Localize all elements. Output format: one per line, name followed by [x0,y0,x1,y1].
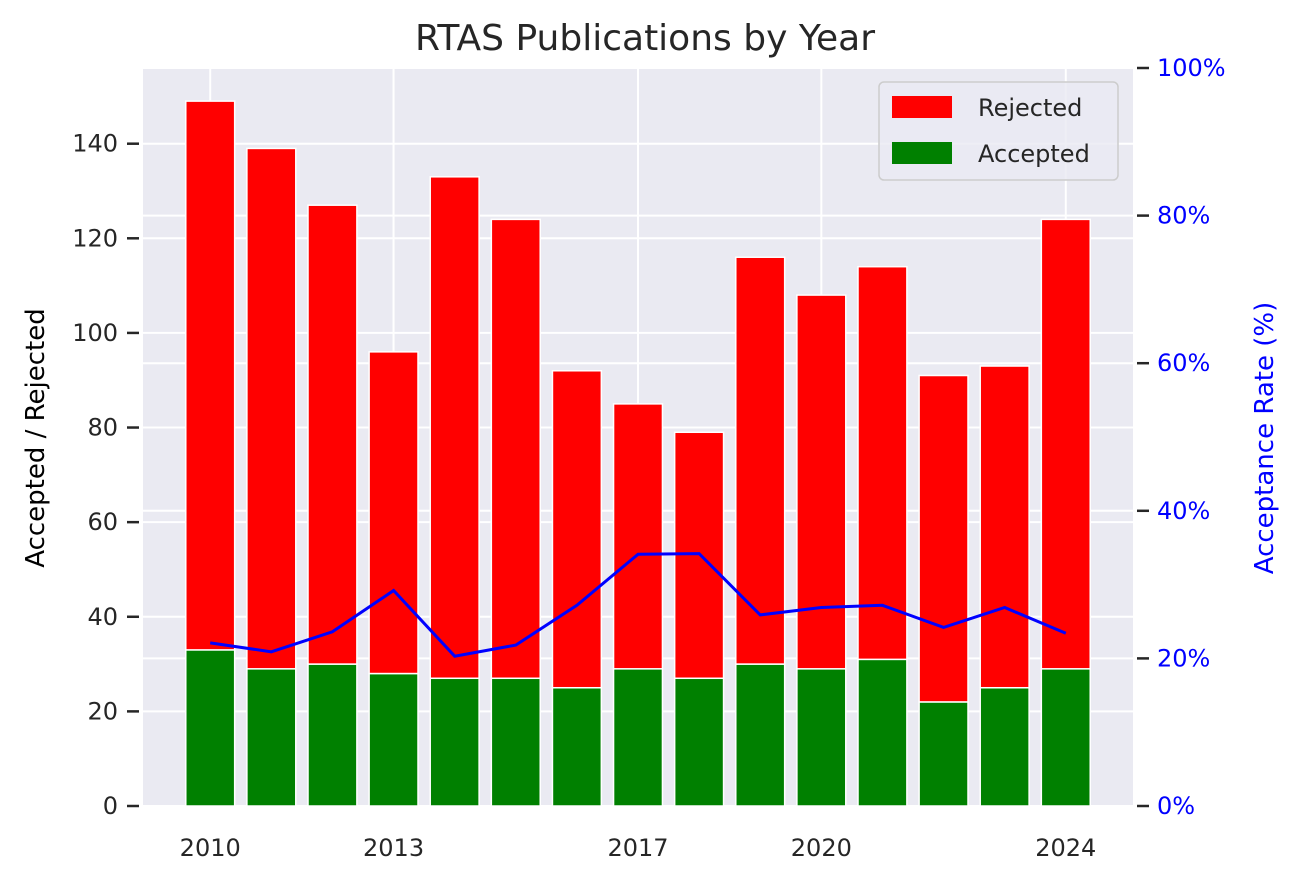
bar-rejected-2017 [612,403,664,670]
bar-accepted-2012 [307,663,358,807]
legend: Rejected Accepted [878,81,1119,181]
y-tick-label-right: 100% [1157,54,1226,82]
x-tick-label: 2024 [1035,834,1096,862]
bar-accepted-2016 [551,686,603,807]
x-tick-label: 2020 [791,834,852,862]
y-tick-label-right: 60% [1157,349,1210,377]
bars [185,100,1091,807]
left-axis: 0 20 40 60 80 100 120 140 [72,130,139,820]
bar-rejected-2014 [429,176,480,680]
bar-rejected-2012 [307,204,358,665]
chart-title: RTAS Publications by Year [415,18,875,59]
bar-rejected-2024 [1040,218,1091,670]
y-tick-label: 100 [72,319,118,347]
legend-label-rejected: Rejected [978,94,1082,122]
bar-rejected-2013 [368,351,419,675]
x-tick-label: 2013 [363,834,424,862]
bar-rejected-2022 [918,374,969,703]
bar-accepted-2010 [185,649,236,807]
y-tick-label: 60 [87,508,118,536]
bar-accepted-2011 [246,668,297,807]
bar-accepted-2024 [1040,668,1091,807]
bar-rejected-2011 [246,147,297,670]
y-tick-label: 20 [87,697,118,725]
acceptance-rate-line [209,552,1067,658]
bar-accepted-2020 [796,668,847,807]
bar-rejected-2023 [979,365,1030,689]
legend-label-accepted: Accepted [978,140,1090,168]
y-tick-label-right: 80% [1157,202,1210,230]
rate-line [209,552,1067,658]
y-tick-label-right: 0% [1157,792,1195,820]
bar-accepted-2019 [735,663,786,807]
bar-rejected-2015 [490,218,541,680]
y-tick-label: 0 [103,792,118,820]
y-tick-label: 80 [87,414,118,442]
y-tick-label: 140 [72,130,118,158]
legend-swatch-accepted [892,142,952,164]
bar-accepted-2022 [918,701,969,807]
y-axis-label: Accepted / Rejected [21,308,51,568]
bar-rejected-2019 [735,256,786,665]
bar-accepted-2017 [612,668,664,807]
bar-accepted-2021 [857,658,908,807]
y-tick-label: 40 [87,603,118,631]
x-tick-label: 2010 [180,834,241,862]
legend-swatch-rejected [892,96,952,118]
y-tick-label-right: 40% [1157,497,1210,525]
x-axis: 2010 2013 2017 2020 2024 [180,834,1097,862]
y-tick-label: 120 [72,224,118,252]
bar-accepted-2013 [368,672,419,807]
x-tick-label: 2017 [607,834,668,862]
y-tick-label-right: 20% [1157,644,1210,672]
bar-accepted-2023 [979,686,1030,807]
bar-accepted-2018 [673,677,725,807]
right-axis: 0% 20% 40% 60% 80% 100% [1137,54,1226,820]
bar-rejected-2016 [551,370,603,689]
bar-rejected-2021 [857,265,908,661]
bar-rejected-2010 [185,100,236,651]
y-axis-label-right: Acceptance Rate (%) [1250,302,1280,574]
bar-accepted-2015 [490,677,541,807]
bar-rejected-2020 [796,294,847,670]
bar-accepted-2014 [429,677,480,807]
